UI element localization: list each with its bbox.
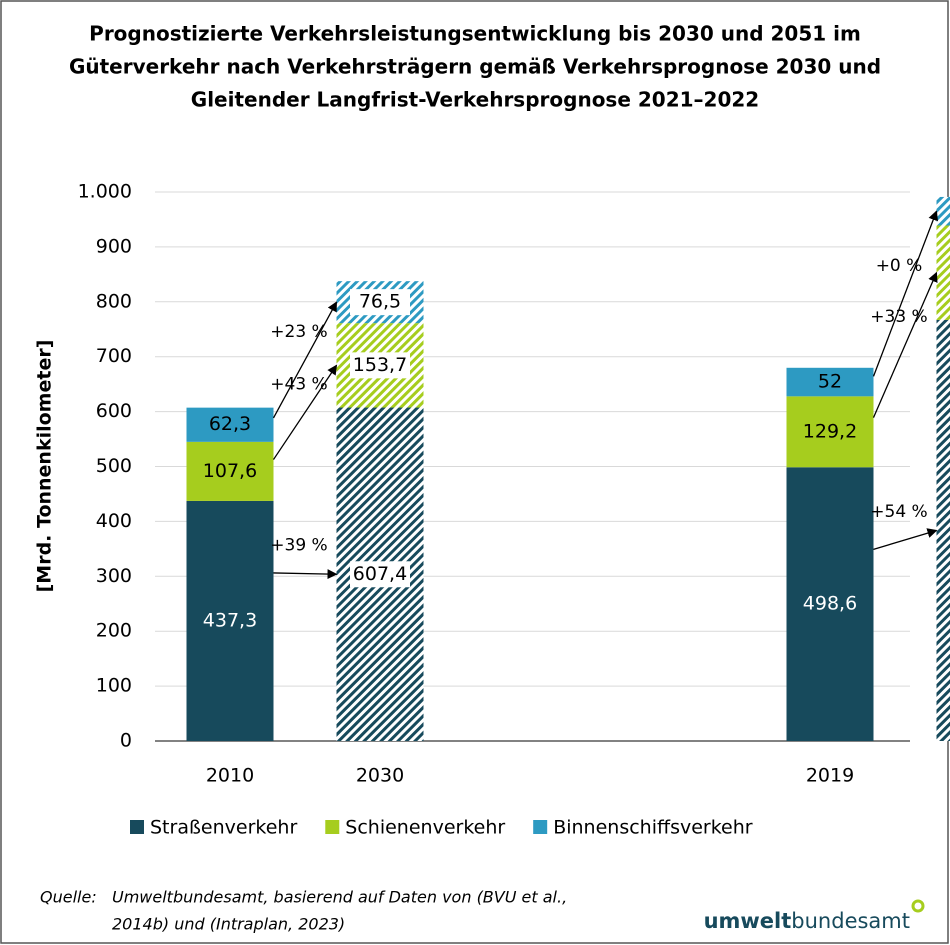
- data-label: 107,6: [203, 460, 257, 482]
- logo-regular: bundesamt: [791, 909, 910, 933]
- x-tick-label: 2030: [356, 765, 404, 787]
- annotation-arrow: [872, 210, 938, 377]
- bar-segment: [936, 196, 950, 226]
- annotation-label: +39 %: [270, 536, 327, 556]
- bar-segment: [186, 407, 274, 442]
- data-label: 437,3: [203, 609, 257, 631]
- bar-segment: [186, 500, 274, 741]
- chart-title: Prognostizierte Verkehrsleistungsentwick…: [89, 22, 861, 46]
- y-tick-label: 800: [96, 290, 132, 312]
- bar-segment: [786, 396, 874, 468]
- data-label: 129,2: [803, 420, 857, 442]
- annotation-label: +23 %: [270, 322, 327, 342]
- bar-segment: [186, 441, 274, 501]
- y-tick-label: 900: [96, 235, 132, 257]
- y-tick-label: 1.000: [78, 181, 132, 203]
- bar-segment: [936, 225, 950, 320]
- annotation-label: +0 %: [876, 256, 923, 276]
- legend-label: Binnenschiffsverkehr: [553, 817, 753, 839]
- annotation-label: +43 %: [270, 374, 327, 394]
- annotation-label: +33 %: [870, 307, 927, 327]
- data-label: 52: [818, 371, 842, 393]
- bar-segment: [786, 467, 874, 741]
- y-tick-label: 100: [96, 675, 132, 697]
- logo-bold: umwelt: [704, 909, 792, 933]
- data-label: 76,5: [359, 291, 401, 313]
- data-label: 62,3: [209, 413, 251, 435]
- legend-label: Schienenverkehr: [345, 817, 505, 839]
- annotation-arrow: [272, 364, 338, 460]
- label-bg: [350, 289, 410, 316]
- annotation-arrow: [873, 528, 938, 551]
- logo-mark: [911, 899, 925, 913]
- legend-swatch: [325, 820, 340, 834]
- bar-segment: [786, 367, 874, 397]
- y-tick-label: 400: [96, 510, 132, 532]
- legend-swatch: [130, 820, 144, 834]
- data-label: 607,4: [353, 563, 407, 585]
- data-label: 498,6: [803, 593, 857, 615]
- y-axis-label: [Mrd. Tonnenkilometer]: [34, 340, 56, 593]
- legend-swatch: [533, 820, 548, 834]
- y-tick-label: 300: [96, 565, 132, 587]
- x-tick-label: 2010: [206, 765, 254, 787]
- x-tick-label: 2019: [806, 765, 854, 787]
- source-text: Umweltbundesamt, basierend auf Daten von…: [112, 888, 567, 907]
- y-tick-label: 0: [120, 730, 132, 752]
- logo: umweltbundesamt: [704, 909, 910, 933]
- y-tick-label: 500: [96, 455, 132, 477]
- annotation-arrow: [273, 569, 338, 580]
- chart-title: Güterverkehr nach Verkehrsträgern gemäß …: [69, 55, 881, 79]
- y-tick-label: 600: [96, 400, 132, 422]
- chart-title: Gleitender Langfrist-Verkehrsprognose 20…: [191, 88, 759, 112]
- bar-segment: [936, 319, 950, 741]
- annotation-arrow: [872, 271, 938, 418]
- y-tick-label: 700: [96, 345, 132, 367]
- data-label: 153,7: [353, 354, 407, 376]
- annotation-label: +54 %: [870, 502, 927, 522]
- y-tick-label: 200: [96, 620, 132, 642]
- source-label: Quelle:: [40, 888, 97, 907]
- label-bg: [350, 352, 410, 379]
- source-text: 2014b) und (Intraplan, 2023): [112, 915, 345, 934]
- label-bg: [350, 561, 410, 588]
- annotation-arrow: [272, 301, 338, 419]
- legend-label: Straßenverkehr: [150, 817, 297, 839]
